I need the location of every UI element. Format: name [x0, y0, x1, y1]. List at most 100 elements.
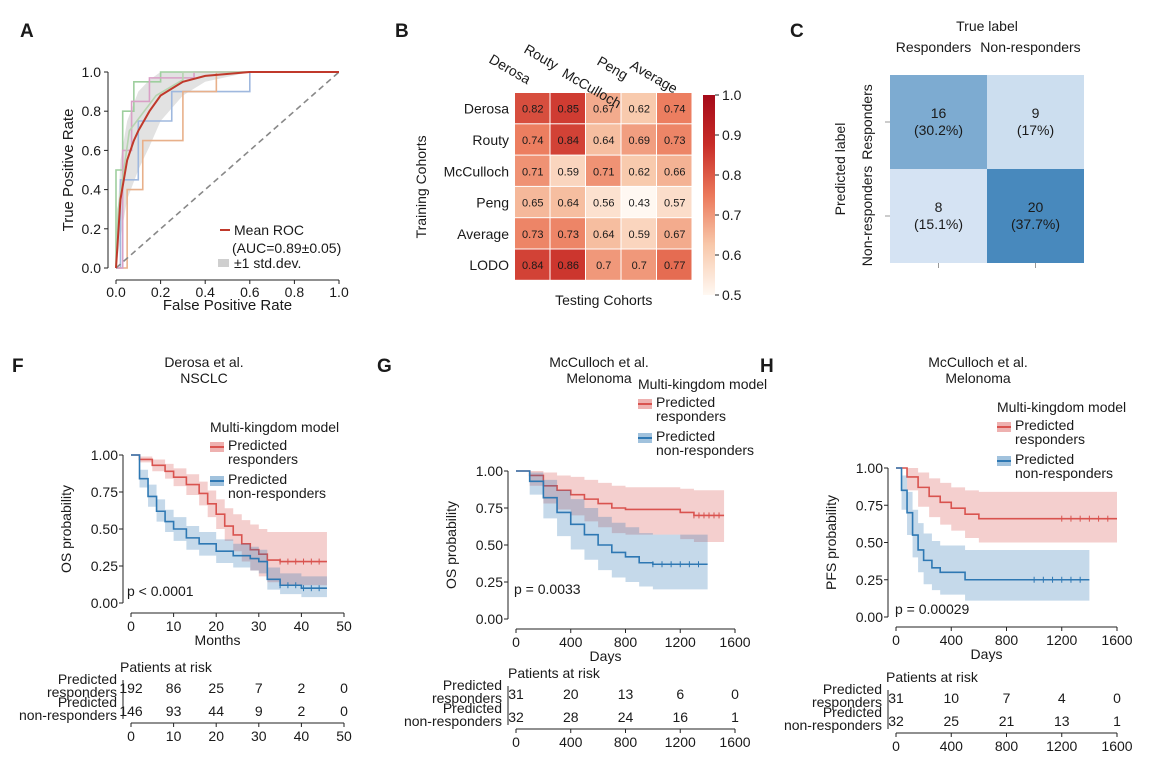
fold-roc-line — [116, 71, 339, 269]
colorbar-tick-label: 1.0 — [722, 87, 742, 103]
heatmap-value: 0.77 — [664, 260, 685, 272]
confusion-row-label: Responders — [859, 84, 875, 160]
km-chart-h: McCulloch et al.Melonoma Multi-kingdom mo… — [784, 354, 1133, 754]
km-y-tick-label: 1.00 — [476, 463, 503, 479]
km-y-tick-label: 0.00 — [476, 611, 503, 627]
y-tick-label: 0.6 — [82, 142, 102, 158]
km-risk-value: 2 — [298, 680, 306, 696]
km-risk-label: responders — [432, 690, 502, 706]
km-risk-value: 4 — [1058, 690, 1066, 706]
heatmap-cell — [586, 124, 621, 155]
heatmap-col-label: Peng — [595, 53, 631, 83]
km-risk-label: non-responders — [19, 707, 117, 723]
heatmap-row-label: McCulloch — [444, 163, 509, 179]
heatmap-value: 0.74 — [522, 135, 543, 147]
km-legend-title: Multi-kingdom model — [210, 419, 339, 435]
colorbar-tick-label: 0.9 — [722, 127, 742, 143]
heatmap-col-label: Average — [628, 57, 681, 97]
heatmap-cell — [586, 155, 621, 186]
heatmap-value: 0.62 — [629, 166, 650, 178]
confusion-col-label: Non-responders — [980, 39, 1080, 55]
km-risk-value: 25 — [943, 713, 959, 729]
km-risk-value: 31 — [888, 690, 904, 706]
km-y-tick-label: 0.25 — [476, 574, 503, 590]
km-risk-value: 192 — [119, 680, 143, 696]
heatmap-cell — [586, 93, 621, 124]
confusion-cell — [987, 75, 1084, 169]
km-risk-value: 25 — [208, 680, 224, 696]
km-risk-value: 1 — [1113, 713, 1121, 729]
km-risk-tick-label: 50 — [336, 728, 352, 744]
heatmap-cell — [621, 124, 656, 155]
heatmap-value: 0.7 — [632, 260, 647, 272]
heatmap-value: 0.74 — [664, 104, 685, 116]
km-risk-tick-label: 0 — [512, 734, 520, 750]
km-x-tick-label: 800 — [614, 634, 638, 650]
km-y-tick-label: 0.50 — [476, 537, 503, 553]
legend-mean-label: Mean ROC — [234, 222, 304, 238]
km-x-tick-label: 1600 — [719, 634, 750, 650]
km-risk-value: 32 — [888, 713, 904, 729]
heatmap-value: 0.84 — [522, 260, 543, 272]
heatmap-row-label: Peng — [476, 195, 509, 211]
legend-std-swatch — [218, 259, 229, 267]
km-risk-tick-label: 1600 — [1101, 738, 1132, 754]
km-risk-value: 28 — [563, 709, 579, 725]
km-x-tick-label: 40 — [294, 618, 310, 634]
km-risk-value: 16 — [672, 709, 688, 725]
heatmap-cell — [550, 93, 585, 124]
colorbar-tick-label: 0.7 — [722, 207, 742, 223]
km-y-tick-label: 0.50 — [856, 535, 883, 551]
km-pvalue: p = 0.00029 — [895, 601, 970, 617]
km-y-title: OS probability — [58, 485, 74, 573]
km-ci-band — [896, 468, 1117, 543]
heatmap-row-label: Derosa — [464, 101, 509, 117]
km-y-tick-label: 0.25 — [856, 572, 883, 588]
km-legend-label: non-responders — [228, 485, 326, 501]
x-tick-label: 0.2 — [151, 284, 171, 300]
km-pvalue: p = 0.0033 — [514, 581, 581, 597]
km-survival-line — [896, 467, 1117, 520]
confusion-matrix: True label Responders Non-responders Predic… — [832, 18, 1084, 268]
km-x-title: Days — [971, 646, 1003, 662]
heatmap-cell — [657, 93, 692, 124]
km-risk-value: 93 — [166, 703, 182, 719]
heatmap-cell — [657, 124, 692, 155]
km-legend-label: non-responders — [1015, 465, 1113, 481]
heatmap-value: 0.67 — [593, 104, 614, 116]
confusion-count: 20 — [1028, 199, 1044, 215]
panel-label-h: H — [760, 356, 774, 377]
km-legend-label: non-responders — [656, 442, 754, 458]
km-pvalue: p < 0.0001 — [127, 583, 194, 599]
std-band — [116, 72, 339, 268]
km-risk-tick-label: 20 — [208, 728, 224, 744]
mean-roc-line — [115, 71, 339, 269]
heatmap-cell — [621, 218, 656, 249]
km-chart-f: Derosa et al.NSCLC Multi-kingdom model Pre… — [19, 354, 352, 744]
heatmap-cell — [586, 218, 621, 249]
y-tick-label: 0.4 — [82, 182, 102, 198]
heatmap-cell — [515, 249, 550, 280]
km-risk-value: 146 — [119, 703, 143, 719]
km-risk-label: responders — [47, 684, 117, 700]
heatmap-x-title: Testing Cohorts — [555, 292, 652, 308]
heatmap-cell — [621, 249, 656, 280]
heatmap-cell — [550, 186, 585, 218]
km-y-tick-label: 0.25 — [91, 558, 118, 574]
km-risk-tick-label: 400 — [559, 734, 583, 750]
km-risk-tick-label: 1600 — [719, 734, 750, 750]
km-x-tick-label: 0 — [127, 618, 135, 634]
heatmap-value: 0.73 — [664, 135, 685, 147]
panel-label-a: A — [20, 21, 34, 42]
km-y-tick-label: 0.75 — [476, 500, 503, 516]
heatmap-cell — [657, 186, 692, 218]
heatmap-row-label: LODO — [469, 257, 509, 273]
heatmap-value: 0.84 — [558, 135, 579, 147]
heatmap-cell — [515, 218, 550, 249]
km-y-title: OS probability — [443, 501, 459, 589]
heatmap-value: 0.66 — [664, 166, 685, 178]
x-tick-label: 0.4 — [195, 284, 215, 300]
heatmap-value: 0.56 — [593, 198, 614, 210]
km-y-title: PFS probability — [823, 495, 839, 590]
heatmap-value: 0.73 — [558, 229, 579, 241]
